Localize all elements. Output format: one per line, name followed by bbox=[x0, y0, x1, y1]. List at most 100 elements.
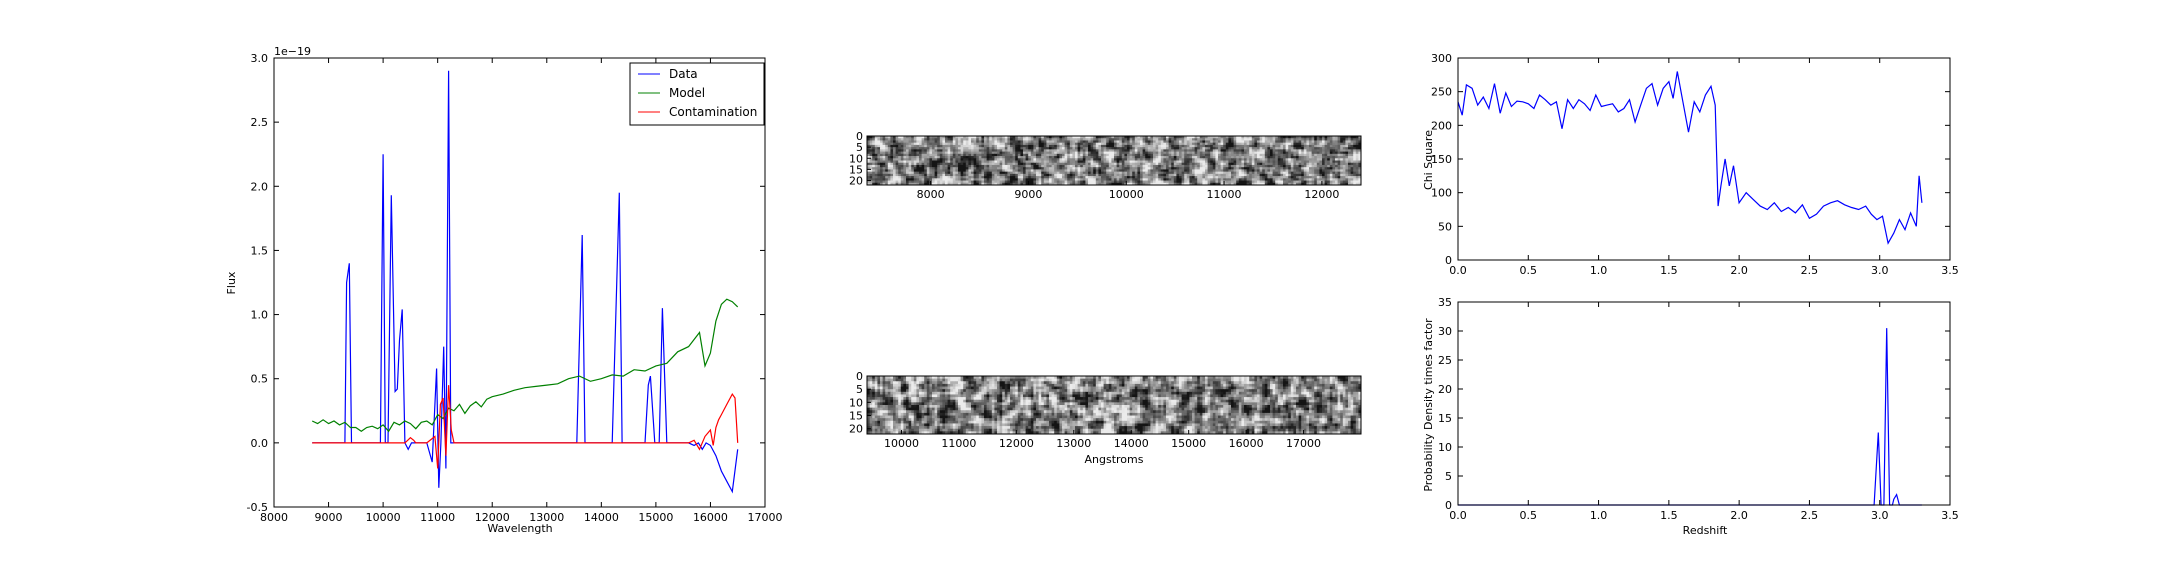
legend-label-model: Model bbox=[669, 86, 705, 100]
legend-box bbox=[629, 62, 765, 126]
pdf-xtick-label: 1.5 bbox=[1660, 509, 1678, 522]
pdf-ytick-label: 35 bbox=[1438, 296, 1452, 309]
chisq-ytick-label: 50 bbox=[1438, 220, 1452, 233]
pdf-ytick-label: 30 bbox=[1438, 325, 1452, 338]
image1-pixels bbox=[867, 136, 1362, 186]
spectrum-xtick-label: 11000 bbox=[420, 511, 455, 524]
image1-ytick-label: 10 bbox=[849, 152, 863, 165]
spectrum-ytick-label: 3.0 bbox=[251, 52, 269, 65]
spectrum-ytick-label: 2.5 bbox=[251, 116, 269, 129]
spectrum-xtick-label: 14000 bbox=[584, 511, 619, 524]
image2-xtick-label: 15000 bbox=[1171, 437, 1206, 450]
image2-xtick-label: 13000 bbox=[1056, 437, 1091, 450]
spectrum-xtick-label: 16000 bbox=[693, 511, 728, 524]
chisq-ytick-label: 300 bbox=[1431, 52, 1452, 65]
chisq-ytick-label: 200 bbox=[1431, 119, 1452, 132]
pdf-ytick-label: 25 bbox=[1438, 354, 1452, 367]
chisq-ytick-label: 150 bbox=[1431, 153, 1452, 166]
pdf-line bbox=[1458, 328, 1922, 506]
chisq-xtick-label: 0.5 bbox=[1520, 264, 1538, 277]
image2-xlabel: Angstroms bbox=[1085, 453, 1144, 466]
spectrum-offset-text: 1e−19 bbox=[274, 45, 311, 58]
chisq-xtick-label: 3.0 bbox=[1871, 264, 1889, 277]
chisq-line bbox=[1457, 71, 1923, 245]
pdf-xtick-label: 1.0 bbox=[1590, 509, 1608, 522]
image1-ytick-label: 0 bbox=[856, 130, 863, 143]
image1-ytick-label: 5 bbox=[856, 141, 863, 154]
image1-xtick-label: 8000 bbox=[917, 188, 945, 201]
spectrum-frame bbox=[273, 57, 766, 508]
legend: Data Model Contamination bbox=[629, 62, 765, 126]
spectrum-ytick-label: 0.0 bbox=[251, 437, 269, 450]
image1-xtick-label: 10000 bbox=[1109, 188, 1144, 201]
spectrum-xlabel: Wavelength bbox=[487, 522, 552, 535]
image2-frame bbox=[866, 375, 1362, 435]
chisq-ytick-label: 100 bbox=[1431, 187, 1452, 200]
spectrum-xtick-label: 8000 bbox=[260, 511, 288, 524]
spectrum-xtick-label: 10000 bbox=[366, 511, 401, 524]
image1-ytick-label: 15 bbox=[849, 163, 863, 176]
chisq-xtick-label: 1.0 bbox=[1590, 264, 1608, 277]
spectrum-ytick-label: -0.5 bbox=[247, 501, 268, 514]
image2-ytick-label: 20 bbox=[849, 423, 863, 436]
pdf-ytick-label: 15 bbox=[1438, 412, 1452, 425]
spectrum-series-contamination-line bbox=[312, 385, 739, 469]
chisq-ytick-label: 250 bbox=[1431, 86, 1452, 99]
chisq-xtick-label: 3.5 bbox=[1941, 264, 1959, 277]
pdf-ytick-label: 10 bbox=[1438, 441, 1452, 454]
spectrum-ytick-label: 0.5 bbox=[251, 373, 269, 386]
spectrum-ylabel: Flux bbox=[225, 271, 238, 294]
pdf-frame bbox=[1457, 301, 1951, 506]
chisq-ylabel: Chi Square bbox=[1422, 130, 1435, 190]
pdf-ytick-label: 5 bbox=[1445, 470, 1452, 483]
image2-ytick-label: 0 bbox=[856, 370, 863, 383]
image2-xtick-label: 11000 bbox=[941, 437, 976, 450]
image2-ytick-label: 5 bbox=[856, 383, 863, 396]
image1-xtick-label: 12000 bbox=[1304, 188, 1339, 201]
spectrum-xtick-label: 17000 bbox=[748, 511, 783, 524]
spectrum-xtick-label: 15000 bbox=[638, 511, 673, 524]
image2-xtick-label: 14000 bbox=[1114, 437, 1149, 450]
image2-ytick-label: 15 bbox=[849, 410, 863, 423]
pdf-ylabel: Probability Density times factor bbox=[1422, 318, 1435, 492]
pdf-plot: 0.0 0.5 1.0 1.5 2.0 2.5 3.0 3.5 0 5 10 15 20 25 30 35 R… bbox=[1422, 296, 1959, 537]
image-panel-2: 10000 11000 12000 13000 14000 15000 16000 17000… bbox=[849, 370, 1362, 466]
pdf-ytick-label: 0 bbox=[1445, 499, 1452, 512]
pdf-xtick-label: 3.5 bbox=[1941, 509, 1959, 522]
image2-xtick-label: 16000 bbox=[1229, 437, 1264, 450]
chisq-xtick-label: 0.0 bbox=[1449, 264, 1467, 277]
chisq-xtick-label: 1.5 bbox=[1660, 264, 1678, 277]
spectrum-ytick-label: 1.0 bbox=[251, 309, 269, 322]
spectrum-ytick-label: 2.0 bbox=[251, 180, 269, 193]
pdf-xtick-label: 3.0 bbox=[1871, 509, 1889, 522]
pdf-xtick-label: 0.0 bbox=[1449, 509, 1467, 522]
spectrum-xtick-label: 9000 bbox=[315, 511, 343, 524]
pdf-ytick-label: 20 bbox=[1438, 383, 1452, 396]
chisq-xtick-label: 2.0 bbox=[1730, 264, 1748, 277]
pdf-xtick-label: 2.0 bbox=[1730, 509, 1748, 522]
legend-label-contamination: Contamination bbox=[669, 105, 757, 119]
pdf-xlabel: Redshift bbox=[1683, 524, 1728, 537]
image1-xtick-label: 11000 bbox=[1207, 188, 1242, 201]
chisq-xtick-label: 2.5 bbox=[1801, 264, 1819, 277]
image2-xtick-label: 12000 bbox=[999, 437, 1034, 450]
image2-xtick-label: 17000 bbox=[1286, 437, 1321, 450]
image1-frame bbox=[866, 135, 1362, 186]
chisq-ytick-label: 0 bbox=[1445, 254, 1452, 267]
chisq-plot: 0.0 0.5 1.0 1.5 2.0 2.5 3.0 3.5 0 50 100 150 200 250 3… bbox=[1422, 52, 1959, 277]
spectrum-xtick-label: 12000 bbox=[475, 511, 510, 524]
image2-xtick-label: 10000 bbox=[884, 437, 919, 450]
spectrum-plot: 1e−19 8000 9000 10000 11000 12000 13000 14000 1… bbox=[225, 45, 783, 535]
spectrum-series-model-line bbox=[311, 298, 739, 433]
spectrum-xtick-label: 13000 bbox=[529, 511, 564, 524]
chisq-frame bbox=[1457, 57, 1951, 261]
image2-pixels bbox=[867, 376, 1362, 435]
spectrum-ytick-label: 1.5 bbox=[251, 244, 269, 257]
pdf-xtick-label: 2.5 bbox=[1801, 509, 1819, 522]
pdf-xtick-label: 0.5 bbox=[1520, 509, 1538, 522]
image1-ytick-label: 20 bbox=[849, 175, 863, 188]
image1-xtick-label: 9000 bbox=[1014, 188, 1042, 201]
legend-label-data: Data bbox=[669, 67, 698, 81]
